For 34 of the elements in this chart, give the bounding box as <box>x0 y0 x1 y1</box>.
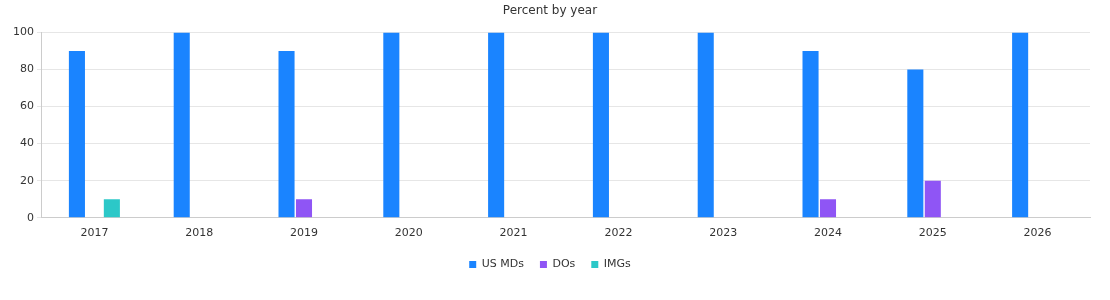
chart-title: Percent by year <box>502 3 598 18</box>
x-tick-label: 2017 <box>80 226 109 240</box>
bar <box>592 32 609 218</box>
y-tick-label: 100 <box>13 25 34 39</box>
bar <box>173 32 190 218</box>
x-tick-label: 2021 <box>499 226 528 240</box>
y-tick-label: 40 <box>20 136 34 150</box>
bar <box>488 32 505 218</box>
legend-label: IMGs <box>603 257 632 271</box>
y-tick-label: 0 <box>27 210 34 224</box>
x-tick-label: 2023 <box>709 226 738 240</box>
x-tick-label: 2026 <box>1023 226 1052 240</box>
x-tick-label: 2025 <box>918 226 947 240</box>
bar <box>802 50 819 218</box>
bar <box>278 50 295 218</box>
x-tick-label: 2024 <box>814 226 842 240</box>
y-tick-label: 80 <box>20 62 34 76</box>
bar <box>103 199 120 218</box>
y-tick-label: 60 <box>20 99 34 113</box>
bar <box>924 180 941 218</box>
x-tick-label: 2018 <box>185 226 214 240</box>
legend-label: US MDs <box>481 257 525 271</box>
y-tick-label: 20 <box>20 173 34 187</box>
legend-label: DOs <box>552 257 576 271</box>
bar <box>295 199 313 218</box>
x-tick-label: 2022 <box>604 226 633 240</box>
bar <box>907 69 924 218</box>
x-tick-label: 2020 <box>394 226 423 240</box>
bar <box>383 32 400 218</box>
bar <box>819 199 837 218</box>
bar <box>1012 32 1029 218</box>
bar <box>68 50 85 218</box>
bar <box>697 32 714 218</box>
x-tick-label: 2019 <box>290 226 318 240</box>
